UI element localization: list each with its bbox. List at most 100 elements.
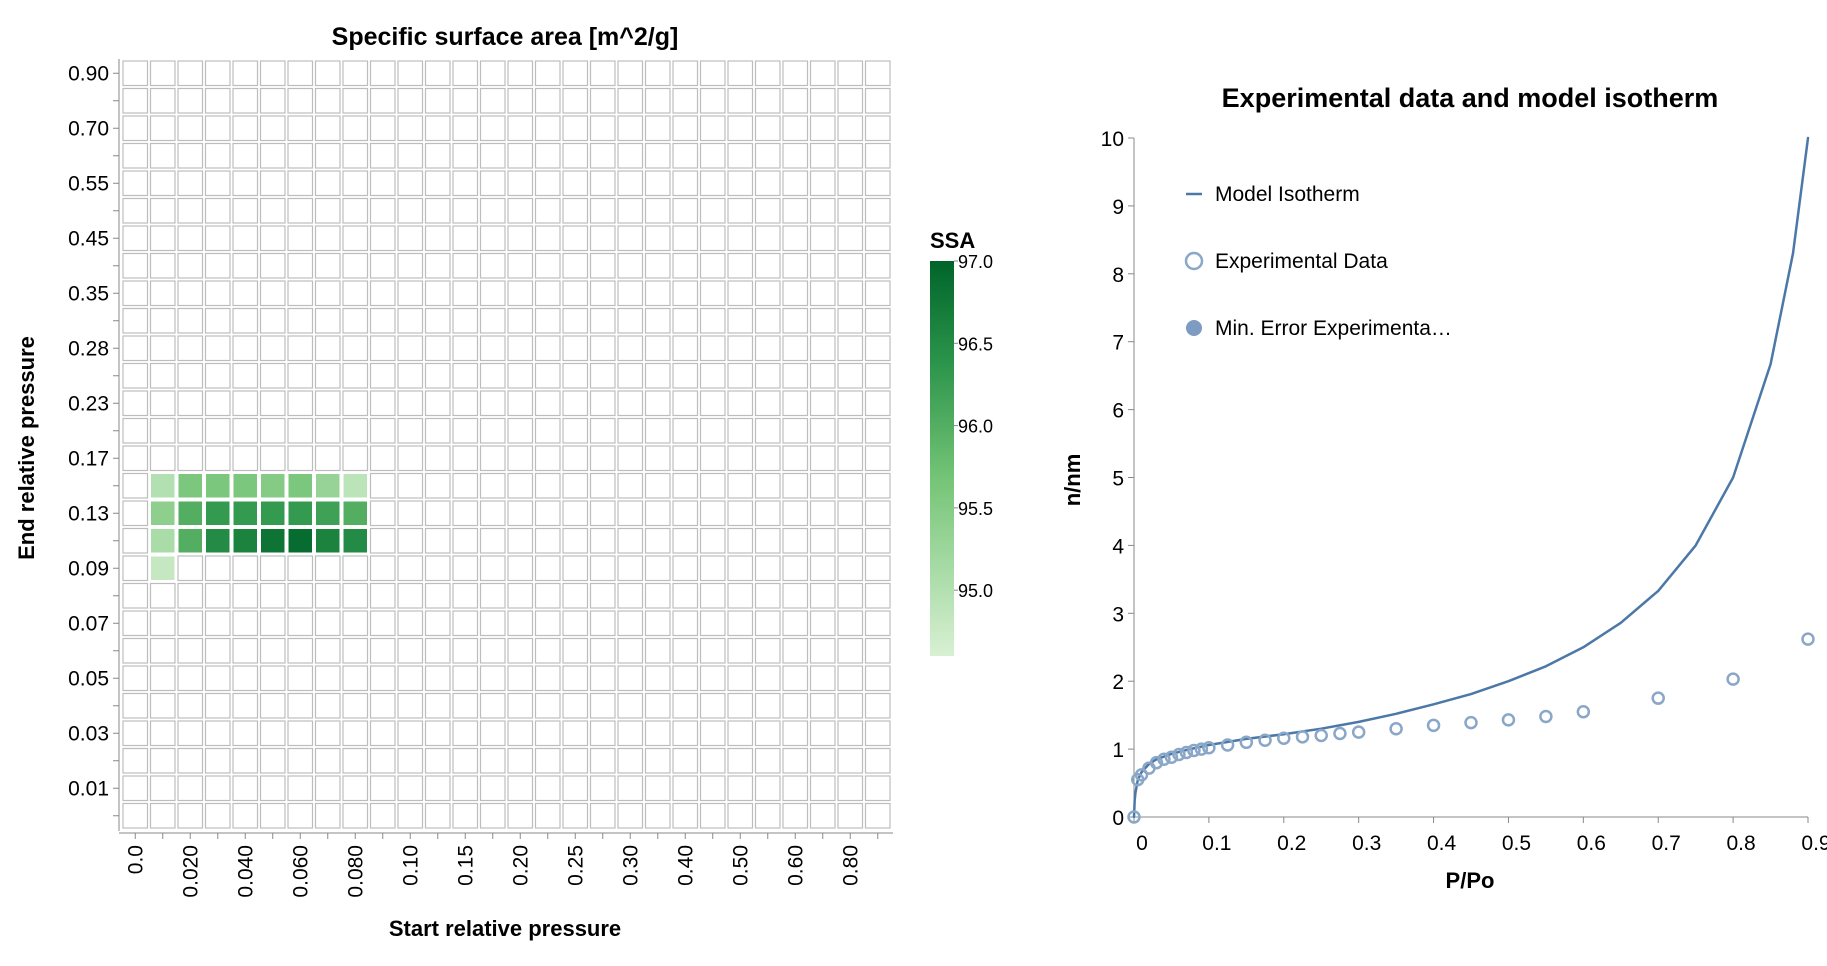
heatmap-cell-empty	[452, 280, 479, 307]
heatmap-cell-empty	[424, 225, 451, 252]
heatmap-cell-empty	[644, 170, 671, 197]
heatmap-cell-empty	[727, 362, 754, 389]
heatmap-cell-empty	[507, 692, 534, 719]
heatmap-cell-empty	[727, 555, 754, 582]
heatmap-x-axis-title: Start relative pressure	[389, 916, 621, 941]
heatmap-cell-empty	[479, 417, 506, 444]
heatmap-cell-empty	[672, 472, 699, 499]
heatmap-cell-empty	[534, 747, 561, 774]
heatmap-cell-empty	[837, 170, 864, 197]
heatmap-cell-empty	[672, 802, 699, 829]
heatmap-x-tick-label: 0.0	[124, 845, 147, 874]
heatmap-cell-empty	[644, 60, 671, 87]
heatmap-cell-empty	[452, 445, 479, 472]
heatmap-cell-empty	[534, 252, 561, 279]
heatmap-cell-empty	[837, 417, 864, 444]
heatmap-cell-empty	[369, 225, 396, 252]
heatmap-cell-empty	[727, 445, 754, 472]
heatmap-cell-empty	[149, 60, 176, 87]
heatmap-cell-empty	[369, 60, 396, 87]
experimental-data-point	[1389, 721, 1403, 736]
heatmap-cell-empty	[452, 142, 479, 169]
heatmap-cell-empty	[507, 665, 534, 692]
heatmap-cell-empty	[369, 692, 396, 719]
experimental-data-point	[1149, 755, 1164, 770]
experimental-data-point	[1179, 745, 1194, 760]
heatmap-cell-empty	[259, 197, 286, 224]
heatmap-cell-empty	[424, 665, 451, 692]
heatmap-cell-empty	[452, 60, 479, 87]
heatmap-cell-empty	[342, 335, 369, 362]
heatmap-cell-empty	[424, 692, 451, 719]
heatmap-cell-empty	[259, 582, 286, 609]
heatmap-y-tick-label: 0.70	[68, 117, 109, 140]
heatmap-cell-empty	[507, 500, 534, 527]
heatmap-cell-empty	[314, 637, 341, 664]
heatmap-cell-empty	[204, 87, 231, 114]
heatmap-cell-empty	[177, 87, 204, 114]
heatmap-cell-empty	[122, 335, 149, 362]
heatmap-cell-empty	[589, 307, 616, 334]
heatmap-cell-empty	[589, 115, 616, 142]
heatmap-cell-empty	[672, 665, 699, 692]
heatmap-cell-empty	[837, 280, 864, 307]
heatmap-cell-empty	[534, 390, 561, 417]
heatmap-cell-empty	[727, 610, 754, 637]
heatmap-cell-empty	[397, 775, 424, 802]
heatmap-cell-empty	[424, 720, 451, 747]
heatmap-cell-empty	[259, 802, 286, 829]
heatmap-cell-empty	[727, 802, 754, 829]
heatmap-cell-empty	[259, 417, 286, 444]
heatmap-cell-empty	[699, 87, 726, 114]
heatmap-cell-empty	[232, 252, 259, 279]
heatmap-cell-empty	[369, 362, 396, 389]
heatmap-cell-empty	[424, 280, 451, 307]
heatmap-cell-empty	[424, 527, 451, 554]
heatmap-cell-empty	[287, 142, 314, 169]
heatmap-cell-empty	[177, 555, 204, 582]
heatmap-cell-empty	[782, 665, 809, 692]
heatmap-cell-empty	[177, 225, 204, 252]
heatmap-cell-empty	[452, 582, 479, 609]
heatmap-cell-empty	[672, 610, 699, 637]
heatmap-cell-filled	[150, 555, 176, 581]
heatmap-cell-empty	[122, 280, 149, 307]
heatmap-cell-empty	[397, 115, 424, 142]
heatmap-cell-empty	[672, 747, 699, 774]
heatmap-cell-empty	[424, 142, 451, 169]
heatmap-cell-empty	[782, 362, 809, 389]
experimental-data-point	[1164, 750, 1179, 764]
heatmap-cell-empty	[149, 665, 176, 692]
heatmap-cell-empty	[452, 225, 479, 252]
heatmap-cell-empty	[809, 280, 836, 307]
heatmap-cell-empty	[232, 747, 259, 774]
heatmap-cell-empty	[589, 170, 616, 197]
heatmap-cell-empty	[864, 582, 891, 609]
heatmap-cell-empty	[617, 307, 644, 334]
heatmap-cell-empty	[644, 445, 671, 472]
heatmap-cell-empty	[424, 87, 451, 114]
heatmap-cell-empty	[589, 555, 616, 582]
heatmap-x-tick-label: 0.50	[729, 845, 752, 886]
heatmap-cell-empty	[507, 170, 534, 197]
heatmap-cell-empty	[259, 225, 286, 252]
heatmap-cell-empty	[699, 417, 726, 444]
heatmap-cell-empty	[864, 527, 891, 554]
isotherm-x-tick-label: 0.6	[1577, 832, 1606, 855]
heatmap-cell-empty	[232, 720, 259, 747]
color-legend-tick-label: 97.0	[958, 252, 993, 272]
heatmap-cell-empty	[122, 802, 149, 829]
isotherm-y-tick-label: 0	[1112, 807, 1124, 830]
heatmap-cell-empty	[809, 335, 836, 362]
heatmap-cell-empty	[314, 747, 341, 774]
heatmap-cell-empty	[259, 637, 286, 664]
heatmap-cell-empty	[259, 445, 286, 472]
heatmap-cell-empty	[479, 637, 506, 664]
heatmap-cell-empty	[589, 335, 616, 362]
heatmap-cell-empty	[534, 197, 561, 224]
heatmap-cell-empty	[479, 445, 506, 472]
heatmap-cell-empty	[424, 417, 451, 444]
isotherm-y-tick-label: 4	[1112, 535, 1124, 558]
heatmap-cell-empty	[149, 802, 176, 829]
heatmap-cell-empty	[754, 472, 781, 499]
